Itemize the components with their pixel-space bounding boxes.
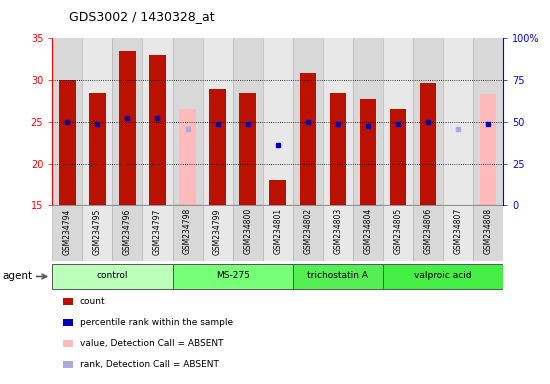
Text: value, Detection Call = ABSENT: value, Detection Call = ABSENT	[80, 339, 223, 348]
Bar	[142, 205, 173, 261]
Bar	[233, 205, 263, 261]
Text: agent: agent	[3, 271, 33, 281]
Text: GSM234803: GSM234803	[333, 208, 343, 255]
Bar	[480, 94, 497, 205]
Bar	[383, 38, 413, 205]
Bar	[173, 205, 202, 261]
Text: GSM234796: GSM234796	[123, 208, 132, 255]
Bar	[89, 93, 106, 205]
Text: trichostatin A: trichostatin A	[307, 271, 369, 280]
Text: GSM234798: GSM234798	[183, 208, 192, 255]
Bar	[443, 38, 473, 205]
Text: GSM234800: GSM234800	[243, 208, 252, 255]
Text: percentile rank within the sample: percentile rank within the sample	[80, 318, 233, 327]
Bar	[293, 38, 323, 205]
Bar	[263, 38, 293, 205]
Bar	[353, 205, 383, 261]
Text: GSM234806: GSM234806	[424, 208, 433, 255]
Bar	[149, 55, 166, 205]
Text: GDS3002 / 1430328_at: GDS3002 / 1430328_at	[69, 10, 214, 23]
Text: GSM234794: GSM234794	[63, 208, 72, 255]
Text: GSM234808: GSM234808	[483, 208, 493, 254]
Bar	[119, 51, 136, 205]
Text: control: control	[97, 271, 128, 280]
Bar	[300, 73, 316, 205]
Text: GSM234797: GSM234797	[153, 208, 162, 255]
Text: GSM234802: GSM234802	[303, 208, 312, 254]
Text: GSM234807: GSM234807	[454, 208, 463, 255]
Text: count: count	[80, 297, 106, 306]
Text: GSM234805: GSM234805	[393, 208, 403, 255]
Bar	[353, 38, 383, 205]
Bar	[112, 205, 142, 261]
Bar	[52, 205, 82, 261]
Bar	[323, 38, 353, 205]
Text: GSM234799: GSM234799	[213, 208, 222, 255]
Bar	[473, 205, 503, 261]
FancyBboxPatch shape	[383, 264, 503, 289]
Bar	[413, 205, 443, 261]
Bar	[263, 205, 293, 261]
Bar	[270, 180, 286, 205]
Bar	[239, 93, 256, 205]
Bar	[52, 38, 82, 205]
Bar	[82, 38, 112, 205]
Bar	[360, 99, 376, 205]
Bar	[142, 38, 173, 205]
FancyBboxPatch shape	[293, 264, 383, 289]
Text: GSM234804: GSM234804	[364, 208, 372, 255]
Bar	[112, 38, 142, 205]
Bar	[293, 205, 323, 261]
Bar	[179, 109, 196, 205]
Bar	[323, 205, 353, 261]
FancyBboxPatch shape	[52, 264, 173, 289]
FancyBboxPatch shape	[173, 264, 293, 289]
Bar	[420, 83, 436, 205]
Bar	[210, 88, 226, 205]
Bar	[59, 80, 75, 205]
Text: GSM234795: GSM234795	[93, 208, 102, 255]
Text: GSM234801: GSM234801	[273, 208, 282, 254]
Bar	[202, 38, 233, 205]
Bar	[443, 205, 473, 261]
Text: valproic acid: valproic acid	[414, 271, 472, 280]
Bar	[473, 38, 503, 205]
Bar	[202, 205, 233, 261]
Text: rank, Detection Call = ABSENT: rank, Detection Call = ABSENT	[80, 360, 219, 369]
Text: MS-275: MS-275	[216, 271, 250, 280]
Bar	[233, 38, 263, 205]
Bar	[82, 205, 112, 261]
Bar	[413, 38, 443, 205]
Bar	[383, 205, 413, 261]
Bar	[329, 93, 346, 205]
Bar	[390, 109, 406, 205]
Bar	[173, 38, 202, 205]
